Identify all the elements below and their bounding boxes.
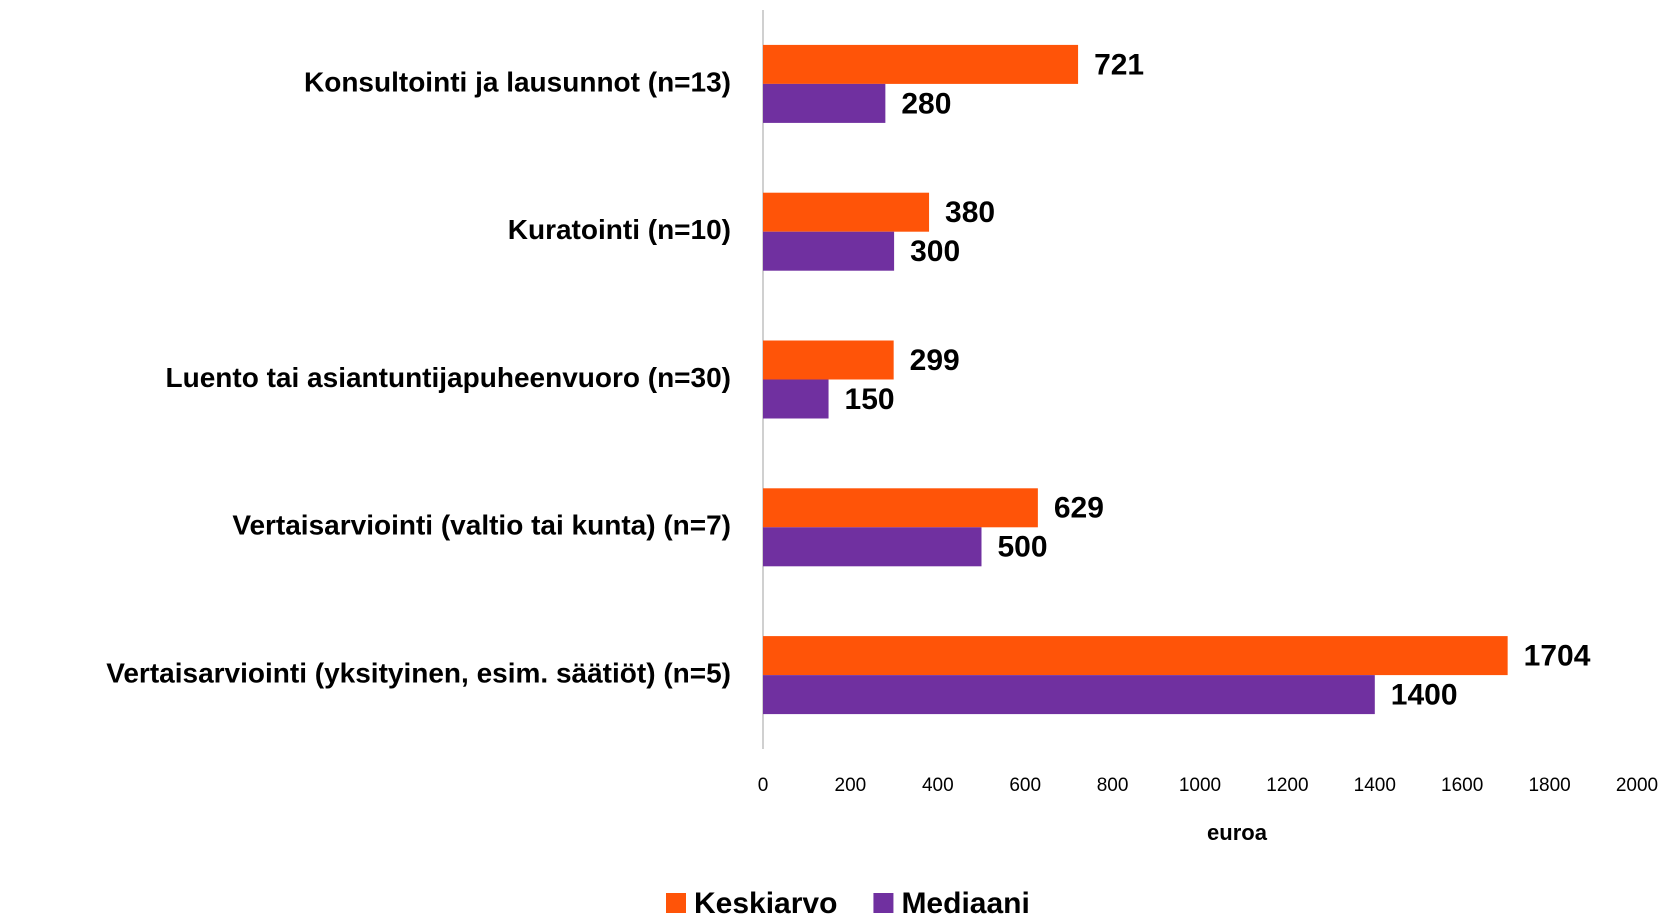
- data-label: 380: [945, 196, 995, 229]
- x-tick-label: 400: [922, 775, 954, 796]
- bar: [763, 379, 829, 419]
- x-tick-label: 2000: [1616, 775, 1658, 796]
- legend-swatch: [666, 893, 686, 913]
- legend-swatch: [873, 893, 894, 913]
- legend-label: Mediaani: [901, 887, 1029, 915]
- bar: [763, 636, 1508, 676]
- bar: [763, 527, 982, 567]
- x-tick-label: 1800: [1528, 775, 1570, 796]
- data-label: 299: [910, 344, 960, 377]
- x-tick-label: 600: [1009, 775, 1041, 796]
- y-tick-label: Konsultointi ja lausunnot (n=13): [304, 66, 731, 97]
- data-label: 629: [1054, 492, 1104, 525]
- data-label: 1704: [1524, 640, 1591, 673]
- data-label: 300: [910, 235, 960, 268]
- bar: [763, 192, 930, 232]
- x-tick-label: 1600: [1441, 775, 1483, 796]
- data-label: 1400: [1391, 679, 1458, 712]
- data-label: 721: [1094, 48, 1144, 81]
- bar: [763, 340, 894, 380]
- x-tick-label: 0: [758, 775, 769, 796]
- y-tick-label: Vertaisarviointi (valtio tai kunta) (n=7…: [232, 510, 731, 541]
- data-label: 500: [998, 531, 1048, 564]
- x-tick-label: 1000: [1179, 775, 1221, 796]
- legend-label: Keskiarvo: [694, 887, 837, 915]
- x-tick-label: 200: [835, 775, 867, 796]
- x-tick-label: 800: [1097, 775, 1129, 796]
- y-tick-label: Vertaisarviointi (yksityinen, esim. säät…: [106, 657, 731, 688]
- x-tick-label: 1200: [1266, 775, 1308, 796]
- y-tick-label: Kuratointi (n=10): [508, 214, 731, 245]
- data-label: 150: [845, 383, 895, 416]
- x-tick-label: 1400: [1354, 775, 1396, 796]
- bar: [763, 488, 1038, 528]
- x-axis-title: euroa: [1207, 820, 1268, 845]
- data-label: 280: [901, 87, 951, 120]
- bar: [763, 675, 1375, 715]
- bar: [763, 83, 886, 123]
- bar: [763, 44, 1079, 84]
- y-tick-label: Luento tai asiantuntijapuheenvuoro (n=30…: [166, 362, 732, 393]
- bar: [763, 231, 895, 271]
